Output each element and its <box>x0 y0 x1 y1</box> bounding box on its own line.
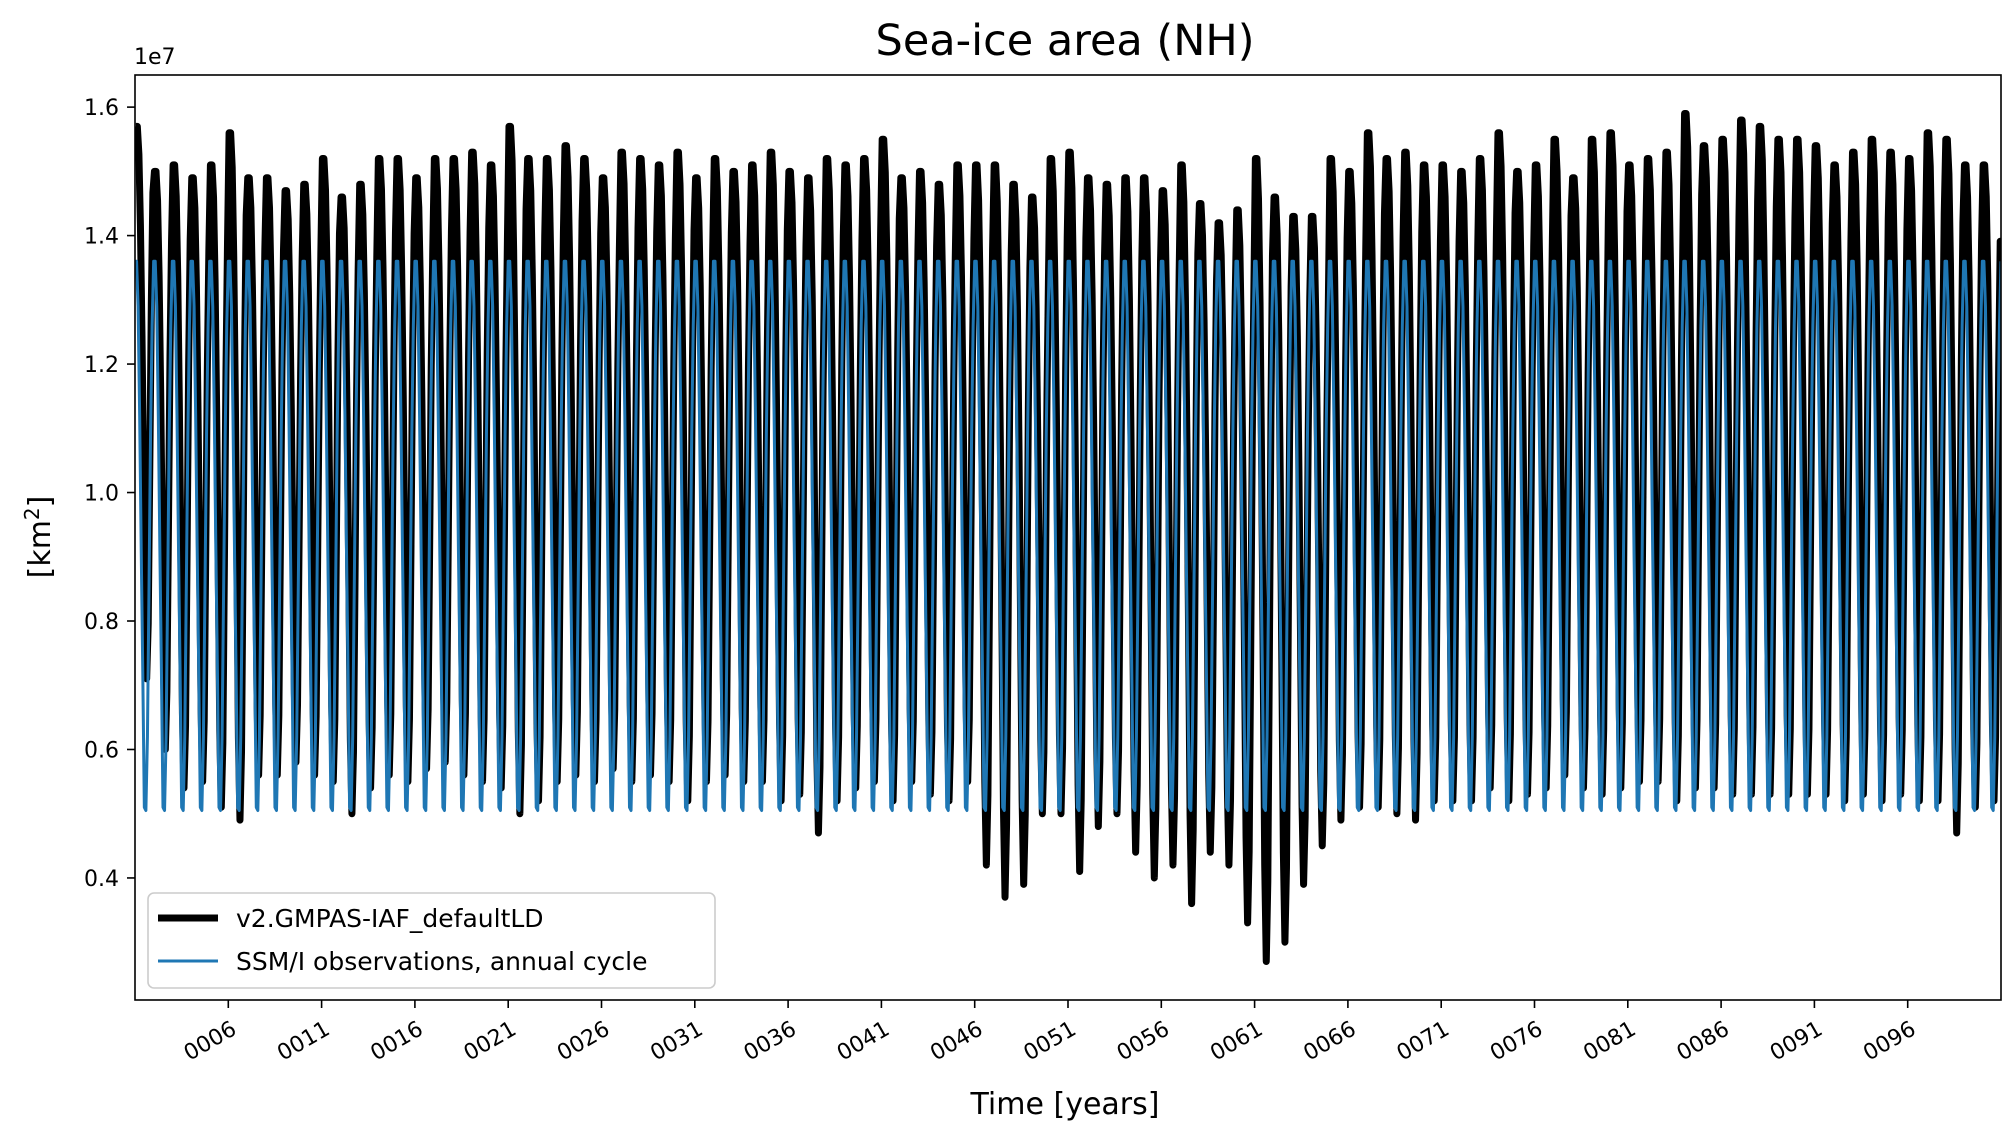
x-axis-label: Time [years] <box>970 1087 1160 1122</box>
x-tick-label: 0076 <box>1486 1017 1547 1067</box>
plot-area <box>135 110 2001 965</box>
x-tick-label: 0071 <box>1393 1017 1454 1067</box>
y-tick-label: 1.4 <box>84 225 119 250</box>
x-tick-label: 0066 <box>1300 1017 1361 1067</box>
x-tick-label: 0096 <box>1859 1017 1920 1067</box>
x-tick-label: 0086 <box>1673 1017 1734 1067</box>
y-tick-label: 1.2 <box>84 353 119 378</box>
y-tick-label: 0.8 <box>84 610 119 635</box>
y-offset-label: 1e7 <box>134 45 176 70</box>
x-tick-label: 0011 <box>273 1017 334 1067</box>
x-tick-label: 0081 <box>1579 1017 1640 1067</box>
x-tick-label: 0091 <box>1766 1017 1827 1067</box>
y-tick-label: 1.6 <box>84 96 119 121</box>
y-tick-label: 0.4 <box>84 867 119 892</box>
y-axis-label: [km2] <box>20 496 58 579</box>
y-axis-label-close: ] <box>23 496 58 508</box>
y-axis: 0.4 0.6 0.8 1.0 1.2 1.4 1.6 <box>84 96 135 892</box>
x-tick-label: 0036 <box>740 1017 801 1067</box>
series-line-model <box>135 110 2001 965</box>
x-tick-label: 0041 <box>833 1017 894 1067</box>
x-axis: 0006 0011 0016 0021 0026 0031 0036 0041 0046 0051… <box>180 1000 1920 1066</box>
x-tick-label: 0051 <box>1020 1017 1081 1067</box>
x-tick-label: 0026 <box>553 1017 614 1067</box>
x-tick-label: 0056 <box>1113 1017 1174 1067</box>
legend-label-observations: SSM/I observations, annual cycle <box>236 947 648 976</box>
series-line-observations <box>135 259 2001 812</box>
legend: v2.GMPAS-IAF_defaultLD SSM/I observation… <box>147 892 716 989</box>
x-tick-label: 0016 <box>367 1017 428 1067</box>
y-tick-label: 0.6 <box>84 738 119 763</box>
legend-label-model: v2.GMPAS-IAF_defaultLD <box>236 904 544 933</box>
x-tick-label: 0021 <box>460 1017 521 1067</box>
x-tick-label: 0031 <box>646 1017 707 1067</box>
x-tick-label: 0006 <box>180 1017 241 1067</box>
y-axis-label-superscript: 2 <box>20 507 44 520</box>
chart-title: Sea-ice area (NH) <box>876 16 1255 66</box>
y-axis-label-main: [km <box>23 520 58 578</box>
x-tick-label: 0061 <box>1206 1017 1267 1067</box>
x-tick-label: 0046 <box>926 1017 987 1067</box>
y-tick-label: 1.0 <box>84 482 119 507</box>
legend-box <box>147 892 716 989</box>
